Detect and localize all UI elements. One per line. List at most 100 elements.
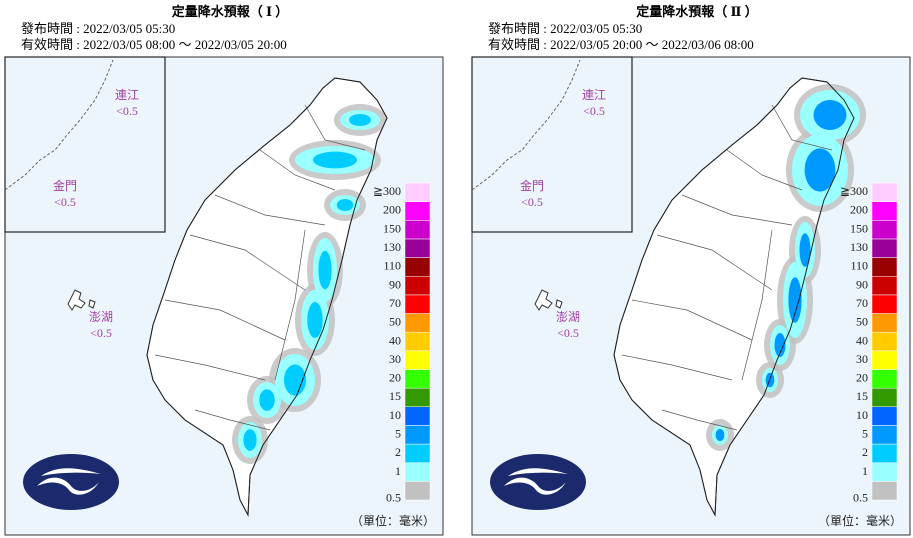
legend-swatch bbox=[404, 462, 431, 482]
legend-swatch bbox=[404, 313, 431, 333]
legend-label: 40 bbox=[856, 333, 868, 347]
rain-moderate bbox=[774, 333, 786, 357]
legend-label: 130 bbox=[383, 240, 401, 254]
issue-time: 發布時間 : 2022/03/05 05:30 bbox=[21, 21, 175, 36]
county-border bbox=[154, 354, 266, 381]
legend-label: 2 bbox=[862, 445, 868, 459]
rain-moderate bbox=[813, 100, 847, 130]
legend-label: 0.5 bbox=[853, 490, 868, 504]
island-value: <0.5 bbox=[90, 326, 112, 340]
legend-swatch bbox=[404, 220, 431, 240]
legend-swatch bbox=[404, 481, 431, 501]
legend-swatch bbox=[404, 350, 431, 370]
legend-label: 200 bbox=[850, 203, 868, 217]
logo-bg bbox=[23, 454, 119, 510]
inset-frame bbox=[4, 56, 166, 233]
legend-label: 200 bbox=[383, 203, 401, 217]
legend-label: 50 bbox=[389, 315, 401, 329]
legend-label: 5 bbox=[862, 426, 868, 440]
county-border bbox=[681, 194, 793, 226]
county-border bbox=[741, 229, 773, 381]
island-value: <0.5 bbox=[116, 104, 138, 118]
legend-swatch bbox=[404, 257, 431, 277]
legend-swatch bbox=[871, 275, 898, 296]
unit-label: （單位：毫米） bbox=[818, 513, 902, 528]
legend-label: 90 bbox=[389, 277, 401, 291]
county-border bbox=[189, 234, 306, 291]
county-border bbox=[164, 299, 286, 341]
legend-label: 20 bbox=[389, 371, 401, 385]
china-coast bbox=[4, 59, 114, 191]
legend-label: 10 bbox=[389, 408, 401, 422]
rain-moderate bbox=[349, 114, 371, 126]
legend-label: 1 bbox=[395, 464, 401, 478]
legend-swatch bbox=[871, 462, 898, 482]
island-value: <0.5 bbox=[521, 195, 543, 209]
taiwan-coast bbox=[613, 77, 855, 517]
valid-time: 有效時間 : 2022/03/05 08:00 ～ 2022/03/05 20:… bbox=[21, 37, 287, 52]
rain-moderate bbox=[788, 277, 802, 323]
penghu bbox=[534, 289, 563, 311]
legend-swatch bbox=[871, 182, 898, 202]
rain-moderate bbox=[307, 302, 323, 338]
legend-swatch bbox=[871, 387, 898, 408]
panel-title: 定量降水預報（ Ⅰ ） bbox=[171, 4, 289, 19]
legend-swatch bbox=[871, 201, 898, 221]
logo-swirl bbox=[504, 468, 568, 495]
legend-swatch bbox=[871, 313, 898, 333]
legend-swatch bbox=[871, 369, 898, 389]
island-name: 連江 bbox=[115, 88, 139, 102]
rain-moderate bbox=[336, 199, 354, 211]
unit-label: （單位：毫米） bbox=[351, 513, 435, 528]
island-name: 金門 bbox=[53, 178, 77, 193]
county-border bbox=[661, 409, 738, 431]
legend-label: 15 bbox=[856, 389, 868, 403]
legend-label: 15 bbox=[389, 389, 401, 403]
legend-label: ≧300 bbox=[840, 184, 868, 198]
rain-moderate bbox=[313, 151, 357, 169]
logo-swirl bbox=[37, 468, 101, 495]
legend-label: 30 bbox=[389, 352, 401, 366]
legend-swatch bbox=[404, 387, 431, 408]
legend-label: 10 bbox=[856, 408, 868, 422]
legend-label: 50 bbox=[856, 315, 868, 329]
legend-swatch bbox=[871, 331, 898, 352]
legend-swatch bbox=[404, 369, 431, 389]
rain-moderate bbox=[799, 233, 811, 267]
panel-title: 定量降水預報（ Ⅱ ） bbox=[635, 4, 757, 19]
island-value: <0.5 bbox=[583, 104, 605, 118]
island-value: <0.5 bbox=[54, 195, 76, 209]
county-border bbox=[726, 149, 803, 191]
legend-label: 5 bbox=[395, 426, 401, 440]
legend-label: 0.5 bbox=[386, 490, 401, 504]
legend-swatch bbox=[404, 294, 431, 314]
island-name: 澎湖 bbox=[556, 309, 580, 324]
county-border bbox=[304, 104, 366, 151]
legend-label: 110 bbox=[850, 259, 868, 273]
taiwan-coast bbox=[146, 77, 388, 517]
county-border bbox=[214, 194, 326, 226]
rain-moderate bbox=[804, 148, 836, 192]
legend-swatch bbox=[404, 182, 431, 202]
legend-swatch bbox=[871, 238, 898, 258]
island-name: 澎湖 bbox=[89, 309, 113, 324]
county-border bbox=[656, 234, 773, 291]
legend-swatch bbox=[871, 406, 898, 426]
county-border bbox=[771, 104, 833, 151]
legend-label: 90 bbox=[856, 277, 868, 291]
legend-label: 40 bbox=[389, 333, 401, 347]
rain-moderate bbox=[284, 364, 306, 396]
penghu bbox=[67, 289, 96, 311]
cwb-logo bbox=[490, 454, 586, 510]
legend-swatch bbox=[871, 425, 898, 445]
legend-label: 70 bbox=[389, 296, 401, 310]
island-name: 連江 bbox=[582, 88, 606, 102]
rain-moderate bbox=[243, 429, 257, 451]
county-border bbox=[274, 229, 306, 381]
legend-swatch bbox=[404, 331, 431, 352]
cwb-logo bbox=[23, 454, 119, 510]
legend-label: 20 bbox=[856, 371, 868, 385]
issue-time: 發布時間 : 2022/03/05 05:30 bbox=[488, 21, 642, 36]
